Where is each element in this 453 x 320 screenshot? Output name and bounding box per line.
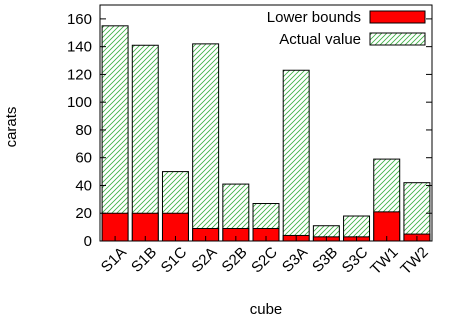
bar-group-s1a	[101, 25, 129, 242]
legend-swatch-actual-value	[369, 32, 426, 46]
x-axis-label: cube	[250, 301, 283, 318]
y-tick-label: 0	[84, 233, 92, 250]
bar-actual-s2a	[192, 43, 220, 242]
legend-label-lower-bounds: Lower bounds	[267, 9, 361, 26]
bar-group-s2b	[222, 183, 250, 242]
bar-group-s1c	[161, 171, 189, 242]
x-tick-label-s2b: S2B	[219, 244, 251, 276]
bar-group-tw1	[373, 158, 401, 242]
x-tick-label-s2c: S2C	[248, 244, 281, 277]
bar-group-s2a	[192, 43, 220, 242]
y-tick-label: 120	[67, 66, 92, 83]
x-tick-label-s3a: S3A	[279, 244, 311, 276]
bars-layer	[101, 25, 431, 242]
y-axis-label: carats	[3, 107, 20, 148]
x-tick-label-s1c: S1C	[158, 244, 191, 277]
bar-actual-s3a	[282, 69, 310, 242]
bar-group-s2c	[252, 203, 280, 242]
bar-actual-tw2	[403, 182, 431, 242]
bar-group-s1b	[131, 44, 159, 242]
y-tick-label: 40	[75, 177, 92, 194]
bar-group-tw2	[403, 182, 431, 242]
x-tick-label-tw1: TW1	[367, 244, 401, 278]
bar-group-s3a	[282, 69, 310, 242]
x-tick-label-s2a: S2A	[188, 244, 220, 276]
bar-actual-s1a	[101, 25, 129, 242]
x-tick-label-s1a: S1A	[98, 244, 130, 276]
y-tick-label: 20	[75, 205, 92, 222]
legend-swatch-lower-bounds	[369, 10, 426, 24]
legend-label-actual-value: Actual value	[279, 31, 361, 48]
legend: Lower bounds Actual value	[267, 9, 426, 48]
x-tick-label-s3b: S3B	[309, 244, 341, 276]
x-tick-label-s1b: S1B	[128, 244, 160, 276]
y-tick-label: 140	[67, 39, 92, 56]
y-tick-label: 80	[75, 122, 92, 139]
x-tick-label-tw2: TW2	[397, 244, 431, 278]
x-tick-label-s3c: S3C	[339, 244, 372, 277]
y-tick-label: 160	[67, 11, 92, 28]
y-tick-label: 60	[75, 150, 92, 167]
y-tick-label: 100	[67, 94, 92, 111]
bar-actual-s1b	[131, 44, 159, 242]
